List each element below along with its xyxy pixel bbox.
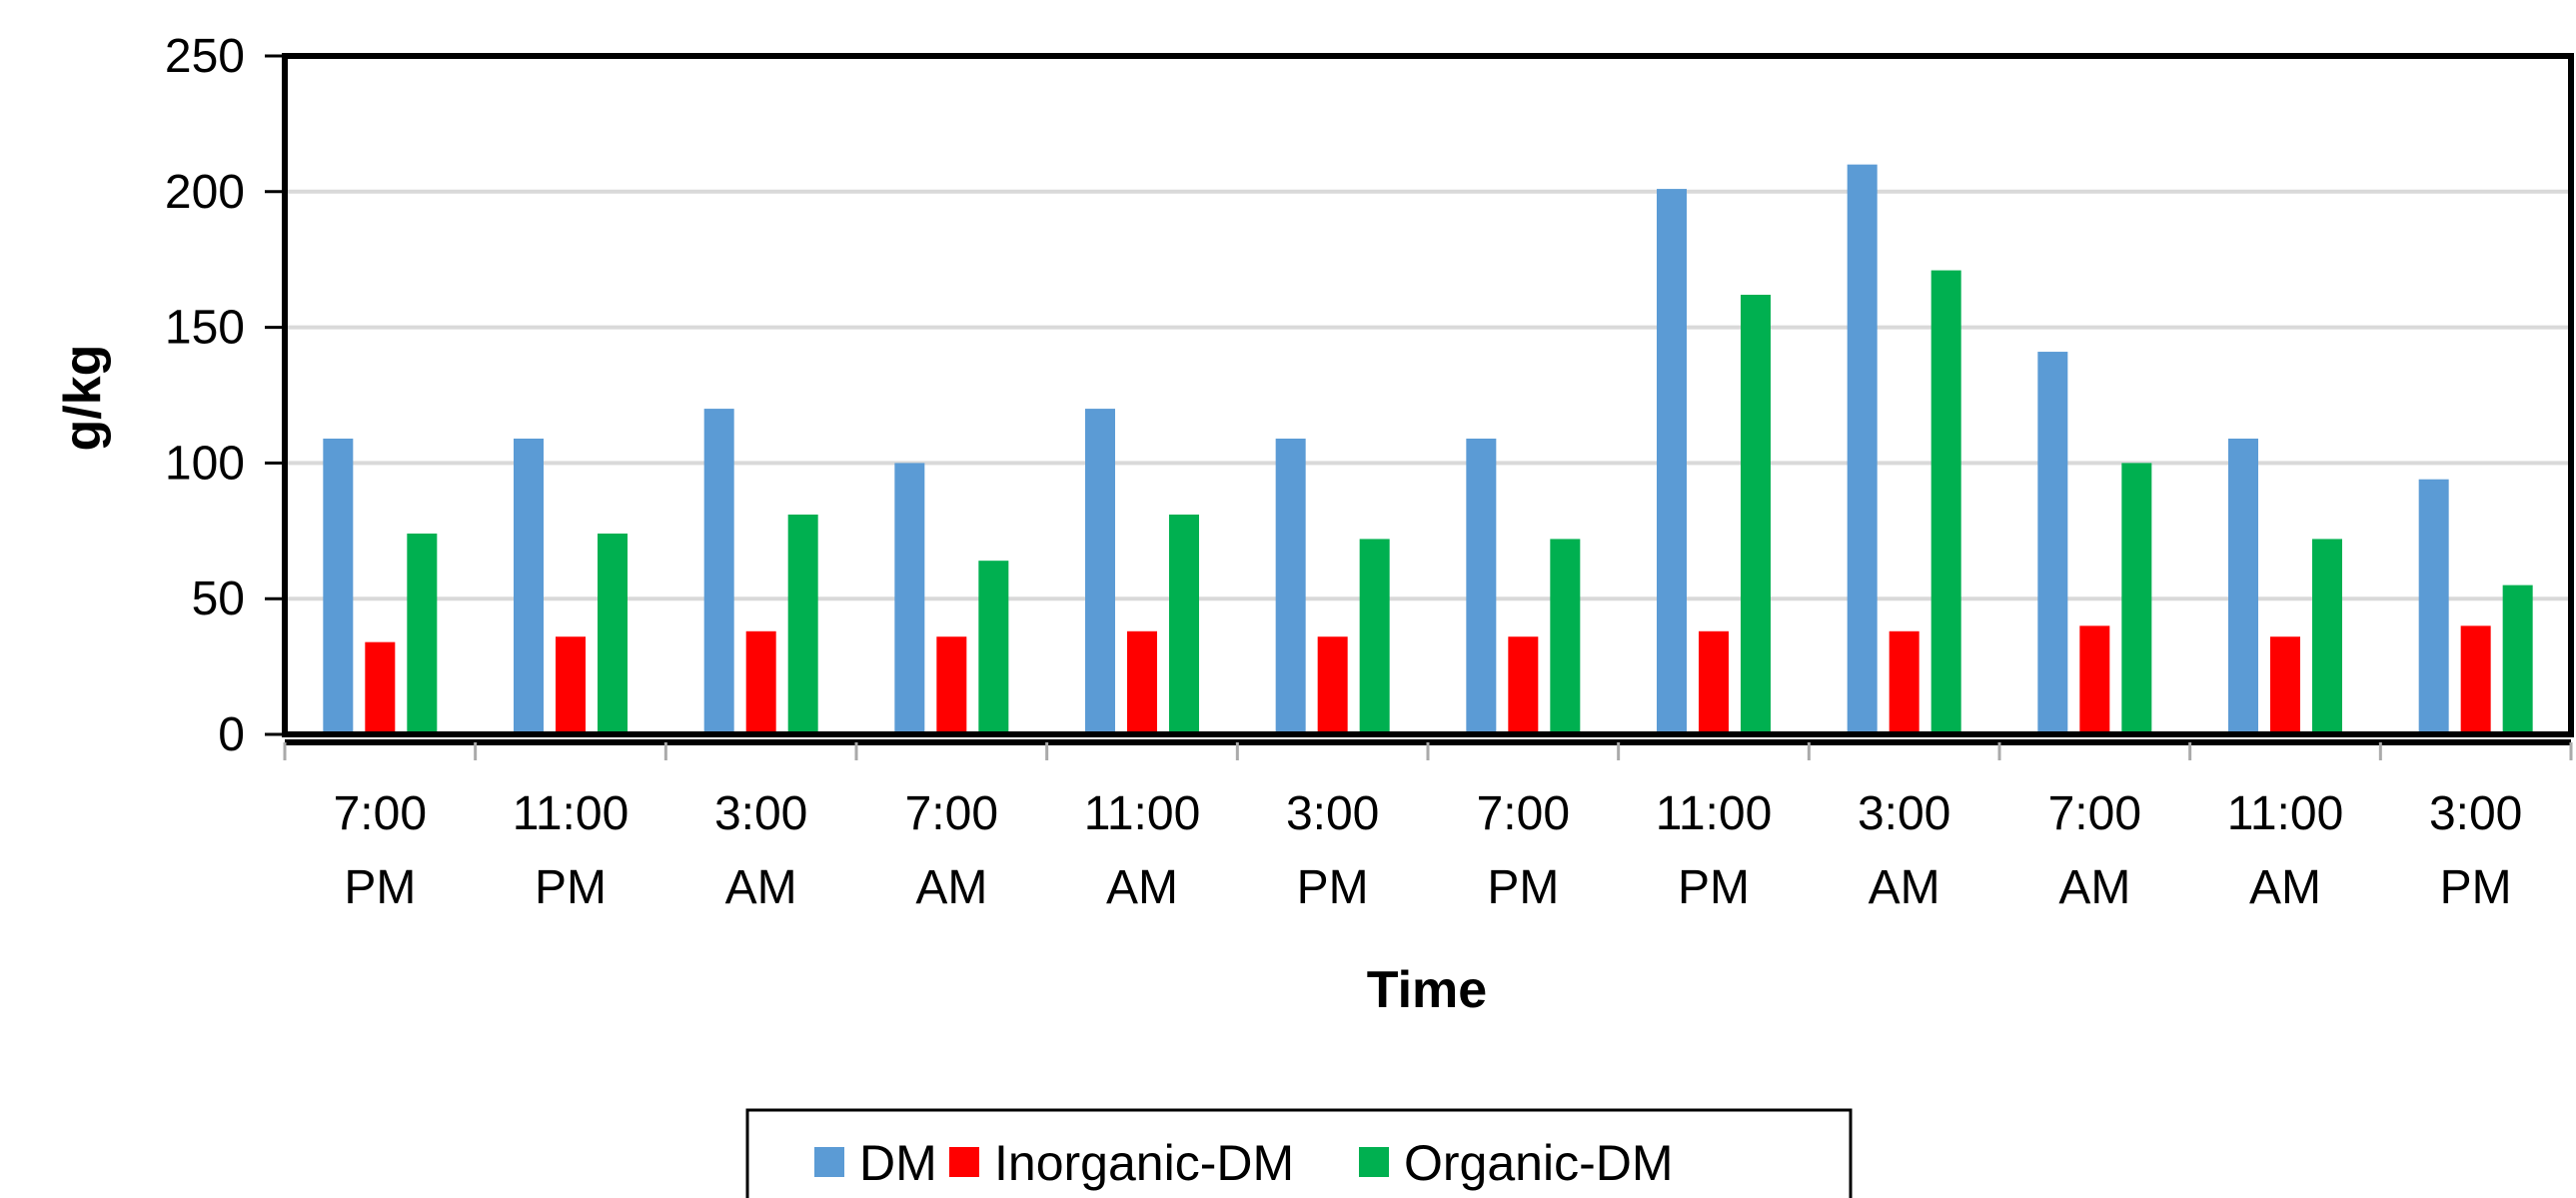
bars [323, 164, 2533, 735]
legend-label-inorganic-dm: Inorganic-DM [994, 1135, 1294, 1191]
bar-dm [1847, 164, 1878, 734]
bar-organic-dm [2121, 463, 2152, 734]
bar-organic-dm [1359, 539, 1390, 734]
legend-box [745, 1108, 1853, 1198]
x-axis-tick-labels: 7:00 PM 11:00 PM 3:00 AM 7:00 AM 11:00 AM 3:00 PM 7:… [334, 787, 2523, 914]
bar-organic-dm [598, 534, 628, 734]
bar-inorganic-dm [2270, 636, 2300, 734]
bar-inorganic-dm [365, 641, 396, 734]
bar-dm [1657, 189, 1687, 735]
legend-swatch-organic-dm [1359, 1147, 1389, 1177]
y-tick-label: 50 [192, 573, 245, 625]
x-tick-label: 7:00 AM [2048, 787, 2141, 914]
bar-inorganic-dm [1699, 630, 1729, 734]
bar-organic-dm [1931, 270, 1961, 734]
x-tick-label: 7:00 PM [334, 787, 427, 914]
bar-dm [1466, 438, 1497, 734]
x-axis [283, 739, 2573, 760]
legend-label-dm: DM [859, 1135, 937, 1191]
y-tick-label: 100 [165, 437, 245, 490]
bar-inorganic-dm [745, 630, 776, 734]
bar-dm [2037, 352, 2068, 734]
legend-swatch-dm [814, 1147, 844, 1177]
bar-dm [703, 409, 734, 734]
bar-inorganic-dm [1317, 636, 1348, 734]
bar-organic-dm [2312, 539, 2342, 734]
y-tick-label: 250 [165, 30, 245, 83]
bar-inorganic-dm [936, 636, 967, 734]
bar-inorganic-dm [1889, 630, 1920, 734]
plot-frame [282, 53, 2574, 737]
bar-organic-dm [787, 515, 818, 734]
bar-dm [2418, 479, 2449, 734]
x-tick-label: 11:00 AM [2227, 787, 2344, 914]
x-tick-label: 11:00 PM [1656, 787, 1773, 914]
bar-organic-dm [407, 534, 438, 734]
legend-label-organic-dm: Organic-DM [1404, 1135, 1673, 1191]
y-tick-label: 150 [165, 302, 245, 355]
y-axis-title: g/kg [54, 345, 112, 452]
bar-inorganic-dm [2079, 625, 2110, 734]
x-tick-label: 3:00 AM [1858, 787, 1950, 914]
bar-inorganic-dm [2460, 625, 2491, 734]
bar-organic-dm [978, 561, 1009, 734]
x-tick-label: 11:00 AM [1084, 787, 1201, 914]
bar-dm [894, 463, 925, 734]
bar-dm [2228, 438, 2258, 734]
x-tick-label: 3:00 PM [2429, 787, 2522, 914]
x-tick-label: 3:00 PM [1286, 787, 1379, 914]
gridlines [285, 189, 2571, 601]
x-tick-label: 11:00 PM [513, 787, 630, 914]
x-tick-label: 7:00 PM [1477, 787, 1570, 914]
legend: DM Inorganic-DM Organic-DM [745, 1108, 1853, 1198]
bar-inorganic-dm [556, 636, 586, 734]
y-tick-label: 200 [165, 166, 245, 219]
legend-swatch-inorganic-dm [949, 1147, 979, 1177]
bar-dm [1275, 438, 1306, 734]
bar-dm [514, 438, 544, 734]
bar-inorganic-dm [1127, 630, 1157, 734]
bar-inorganic-dm [1508, 636, 1539, 734]
bar-dm [323, 438, 354, 734]
x-axis-title: Time [1367, 961, 1487, 1019]
bar-organic-dm [2502, 585, 2533, 734]
bar-organic-dm [1169, 515, 1199, 734]
x-tick-label: 3:00 AM [714, 787, 807, 914]
x-tick-label: 7:00 AM [905, 787, 998, 914]
bar-dm [1085, 409, 1115, 734]
y-tick-label: 0 [218, 708, 245, 761]
y-axis-tick-labels: 0 50 100 150 200 250 [165, 30, 285, 761]
bar-organic-dm [1550, 539, 1581, 734]
bar-organic-dm [1741, 295, 1771, 734]
